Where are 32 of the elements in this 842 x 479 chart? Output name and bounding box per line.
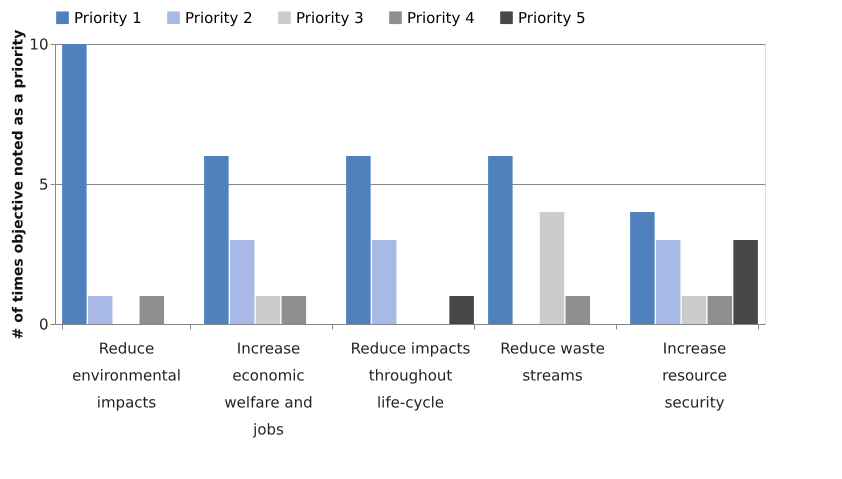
bar [88,296,112,324]
bar [708,296,732,324]
bar [540,212,564,324]
bar [630,212,655,324]
bar [733,240,758,324]
legend-label: Priority 4 [407,8,475,27]
bar [449,296,474,324]
y-tick-label: 10 [29,36,48,54]
bar [204,156,229,324]
x-tick-label: Reduce waste streams [500,340,605,384]
legend-label: Priority 2 [185,8,253,27]
bar [62,44,87,324]
x-tick-label: Increase economic welfare and jobs [224,340,313,438]
y-tick-label: 5 [38,176,48,194]
bar [566,296,590,324]
bar [256,296,280,324]
bar [656,240,680,324]
bar [488,156,513,324]
x-tick-label: Increase resource security [662,340,727,412]
y-tick-label: 0 [38,316,48,334]
bar [140,296,164,324]
legend-label: Priority 5 [518,8,586,27]
legend-label: Priority 1 [74,8,142,27]
bar [230,240,254,324]
x-tick-label: Reduce environmental impacts [72,340,181,412]
bar [682,296,706,324]
bar [282,296,306,324]
legend-label: Priority 3 [296,8,364,27]
bar [346,156,371,324]
x-tick-label: Reduce impacts throughout life-cycle [350,340,471,412]
y-axis-title: # of times objective noted as a priority [10,30,26,340]
bar [372,240,396,324]
